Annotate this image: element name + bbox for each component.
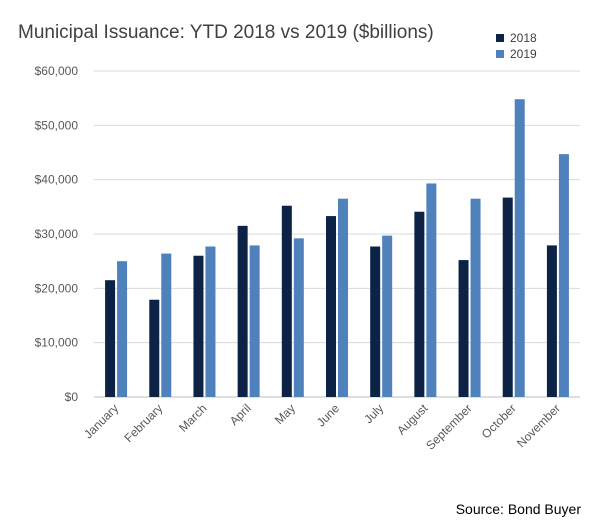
- y-tick-label: $40,000: [35, 173, 79, 187]
- x-tick-label: October: [479, 401, 519, 441]
- bar-2019-june: [338, 198, 348, 397]
- y-tick-label: $60,000: [35, 64, 79, 78]
- bar-2018-march: [193, 255, 204, 397]
- legend-swatch-2018: [496, 34, 504, 42]
- x-tick-label: June: [314, 401, 343, 430]
- bar-2019-november: [558, 154, 569, 397]
- x-tick-label: November: [514, 401, 563, 450]
- bar-2018-september: [458, 260, 469, 397]
- bar-2019-august: [426, 183, 437, 397]
- bar-2019-march: [205, 246, 216, 397]
- x-tick-label: May: [272, 401, 298, 427]
- y-tick-label: $10,000: [35, 336, 79, 350]
- x-tick-label: August: [394, 401, 431, 438]
- y-tick-label: $0: [65, 390, 79, 404]
- chart-title: Municipal Issuance: YTD 2018 vs 2019 ($b…: [18, 22, 434, 43]
- bar-2019-february: [161, 253, 172, 397]
- y-tick-label: $30,000: [35, 227, 79, 241]
- bar-2018-june: [326, 216, 336, 397]
- bar-2018-july: [370, 246, 381, 397]
- bar-2018-may: [281, 205, 292, 397]
- x-tick-label: July: [361, 401, 386, 426]
- bar-2019-april: [249, 245, 260, 397]
- bar-2018-january: [105, 280, 116, 397]
- legend-label-2018: 2018: [510, 31, 537, 45]
- bar-2019-october: [514, 99, 525, 398]
- legend-item-2019: 2019: [496, 46, 537, 62]
- y-tick-label: $20,000: [35, 281, 79, 295]
- y-tick-label: $50,000: [35, 118, 79, 132]
- x-tick-label: January: [81, 401, 121, 441]
- legend-item-2018: 2018: [496, 30, 537, 46]
- x-tick-label: February: [122, 401, 166, 445]
- x-tick-label: September: [423, 401, 474, 452]
- bar-2019-january: [117, 261, 128, 397]
- legend: 2018 2019: [496, 30, 537, 62]
- legend-label-2019: 2019: [510, 47, 537, 61]
- source-note: Source: Bond Buyer: [455, 501, 581, 517]
- bar-2018-april: [237, 225, 248, 397]
- bar-2018-november: [546, 245, 557, 397]
- legend-swatch-2019: [496, 50, 504, 58]
- bar-2018-august: [414, 211, 425, 397]
- bar-2019-september: [470, 198, 481, 397]
- bar-2018-february: [149, 299, 160, 397]
- x-tick-label: April: [227, 401, 254, 428]
- bar-2018-october: [502, 197, 513, 397]
- x-tick-label: March: [176, 401, 209, 434]
- bar-2019-may: [293, 238, 304, 397]
- bar-2019-july: [382, 235, 393, 397]
